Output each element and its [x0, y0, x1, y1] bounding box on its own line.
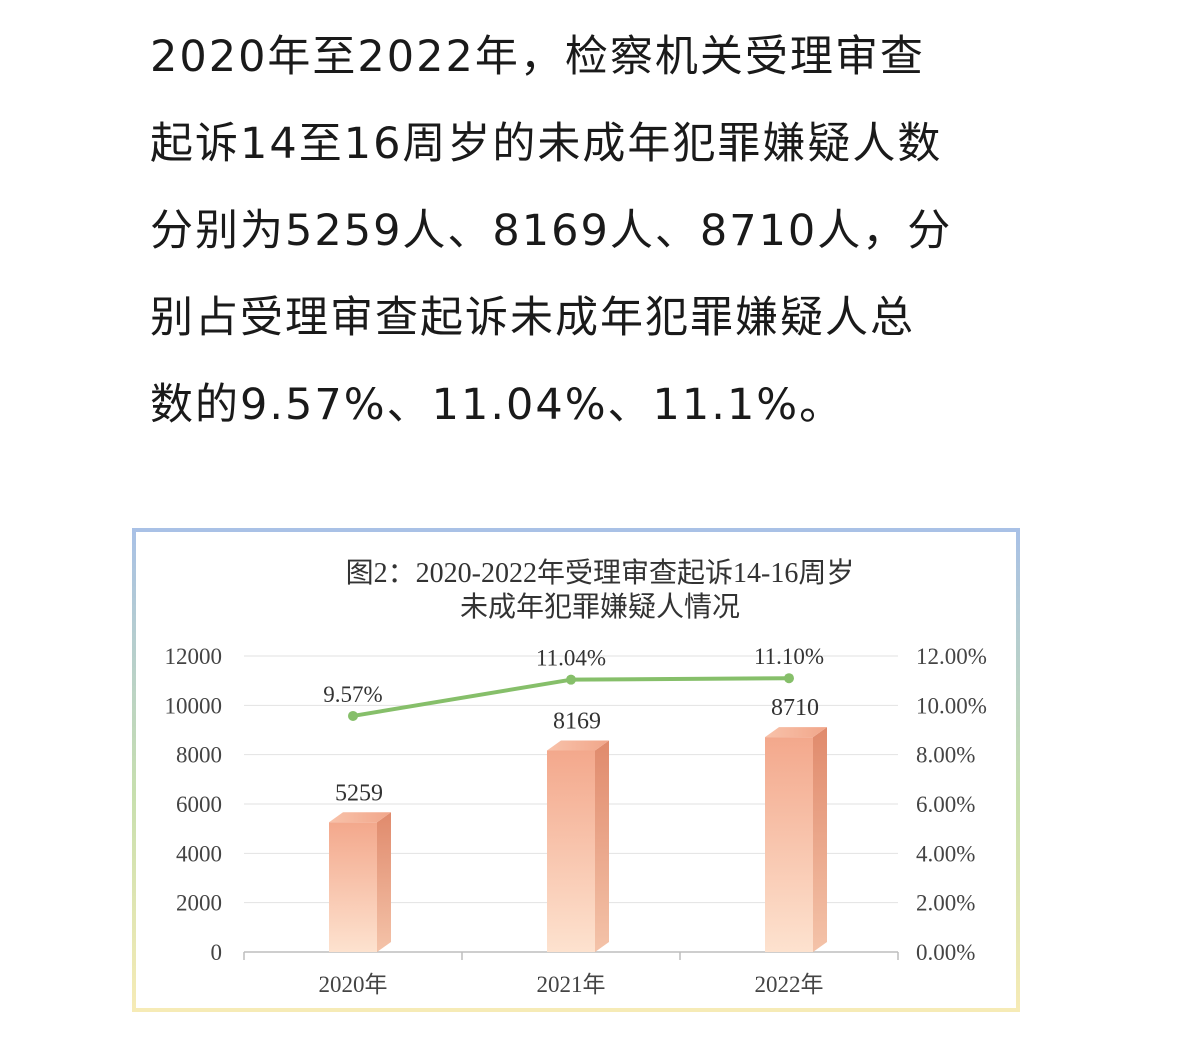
x-tick-label: 2022年 — [755, 972, 824, 997]
article-line: 起诉14至16周岁的未成年犯罪嫌疑人数 — [150, 119, 943, 169]
y2-tick-label: 2.00% — [916, 891, 975, 916]
article-text: 2020年至2022年，检察机关受理审查 起诉14至16周岁的未成年犯罪嫌疑人数… — [150, 14, 1030, 449]
article-line: 2020年至2022年，检察机关受理审查 — [150, 32, 925, 82]
bar-side — [595, 740, 609, 952]
y-tick-label: 12000 — [165, 644, 223, 669]
line-point — [566, 674, 576, 685]
y-tick-label: 0 — [211, 940, 223, 965]
x-tick-label: 2020年 — [319, 972, 388, 997]
chart-title: 图2：2020-2022年受理审查起诉14-16周岁 — [346, 557, 855, 589]
chart-subtitle: 未成年犯罪嫌疑人情况 — [460, 591, 740, 623]
bar-front — [329, 822, 377, 952]
chart: 图2：2020-2022年受理审查起诉14-16周岁 未成年犯罪嫌疑人情况 0 2… — [165, 557, 987, 997]
bar — [765, 727, 827, 952]
bar-top — [765, 727, 827, 738]
x-axis: 2020年 2021年 2022年 — [319, 972, 824, 997]
y-tick-label: 2000 — [176, 891, 222, 916]
bar-side — [377, 812, 391, 952]
article-line: 别占受理审查起诉未成年犯罪嫌疑人总 — [150, 293, 915, 343]
line-series: 9.57% 11.04% 11.10% — [323, 644, 824, 721]
y2-tick-label: 4.00% — [916, 841, 975, 866]
line-data-label: 11.10% — [754, 644, 824, 669]
y2-tick-label: 6.00% — [916, 792, 975, 817]
bar-front — [765, 737, 813, 952]
article-line: 分别为5259人、8169人、8710人，分 — [150, 206, 953, 256]
bar-top — [547, 740, 609, 751]
x-tick-label: 2021年 — [537, 972, 606, 997]
line-point — [784, 673, 794, 684]
chart-frame: 图2：2020-2022年受理审查起诉14-16周岁 未成年犯罪嫌疑人情况 0 2… — [132, 528, 1020, 1012]
bar — [547, 740, 609, 952]
article-line: 数的9.57%、11.04%、11.1%。 — [150, 380, 845, 430]
y-tick-label: 6000 — [176, 792, 222, 817]
line-data-label: 9.57% — [323, 682, 382, 707]
line-point — [348, 710, 358, 721]
y-tick-label: 4000 — [176, 841, 222, 866]
bar-series: 5259 8169 8710 — [329, 695, 827, 952]
bar-data-label: 8169 — [553, 708, 601, 734]
bar-data-label: 8710 — [771, 695, 819, 721]
bar-data-label: 5259 — [335, 780, 383, 806]
y2-tick-label: 0.00% — [916, 940, 975, 965]
bar-side — [813, 727, 827, 952]
y-axis-left: 0 2000 4000 6000 8000 10000 12000 — [165, 644, 223, 965]
y-axis-right: 0.00% 2.00% 4.00% 6.00% 8.00% 10.00% 12.00% — [916, 644, 987, 965]
bar — [329, 812, 391, 952]
line-data-label: 11.04% — [536, 646, 606, 671]
y2-tick-label: 12.00% — [916, 644, 987, 669]
y2-tick-label: 10.00% — [916, 693, 987, 718]
y2-tick-label: 8.00% — [916, 743, 975, 768]
bar-front — [547, 750, 595, 952]
y-tick-label: 8000 — [176, 743, 222, 768]
bar-top — [329, 812, 391, 823]
y-tick-label: 10000 — [165, 693, 223, 718]
